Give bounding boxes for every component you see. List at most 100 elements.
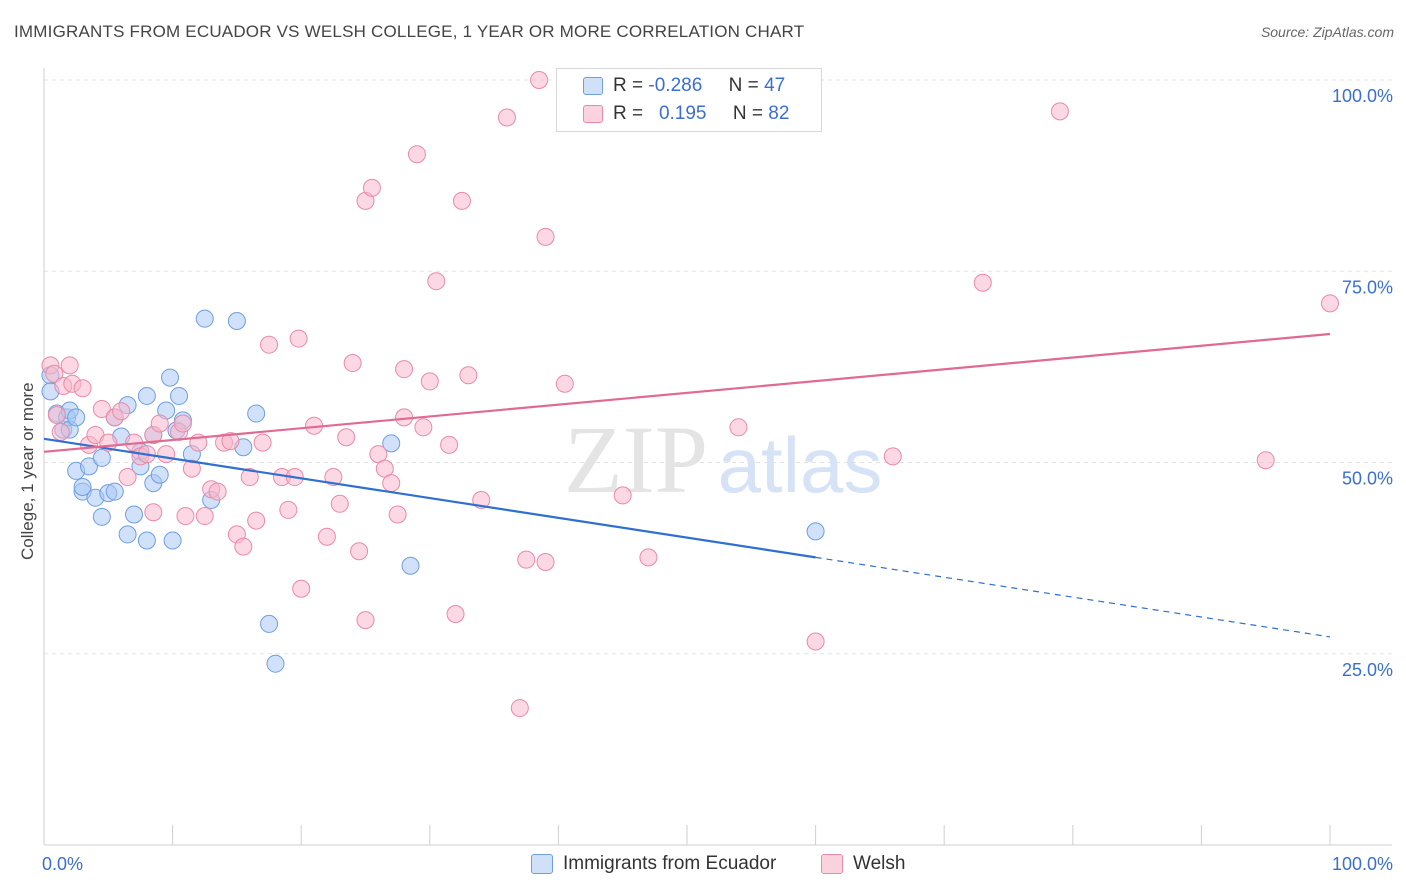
point-welsh-39	[279, 500, 298, 519]
point-welsh-20	[150, 414, 169, 433]
point-welsh-46	[330, 494, 349, 513]
point-welsh-64	[446, 604, 465, 623]
point-welsh-47	[337, 428, 356, 447]
y-tick-label-100: 100.0%	[1332, 86, 1393, 106]
point-welsh-80	[883, 447, 902, 466]
point-welsh-51	[356, 611, 375, 630]
point-welsh-44	[317, 527, 336, 546]
point-welsh-24	[176, 507, 195, 526]
y-axis-label: College, 1 year or more	[18, 382, 37, 560]
point-welsh-42	[292, 579, 311, 598]
point-welsh-1	[45, 364, 64, 383]
point-ecuador-41	[260, 614, 279, 633]
point-welsh-69	[510, 699, 529, 718]
point-ecuador-25	[137, 386, 156, 405]
point-welsh-72	[536, 227, 555, 246]
point-welsh-5	[60, 356, 79, 375]
source-label: Source: ZipAtlas.com	[1260, 24, 1394, 40]
point-welsh-56	[388, 505, 407, 524]
point-ecuador-31	[163, 531, 182, 550]
stats-swatch-ecuador	[583, 77, 603, 95]
point-welsh-63	[440, 435, 459, 454]
x-tick-label-0: 0.0%	[42, 854, 83, 874]
stats-n-label: N =	[732, 103, 764, 124]
point-ecuador-30	[161, 368, 180, 387]
stats-text-welsh: R = 0.195 N = 82	[613, 103, 789, 125]
point-welsh-27	[195, 507, 214, 526]
point-welsh-19	[144, 503, 163, 522]
point-welsh-60	[414, 418, 433, 437]
stats-r-value-welsh: 0.195	[658, 103, 707, 124]
data-points	[41, 71, 1339, 718]
point-welsh-84	[1321, 294, 1339, 313]
y-tick-label-75: 75.0%	[1342, 277, 1393, 297]
point-ecuador-40	[247, 404, 266, 423]
point-welsh-48	[343, 354, 362, 373]
point-welsh-21	[157, 445, 176, 464]
point-ecuador-14	[92, 507, 111, 526]
point-welsh-37	[260, 335, 279, 354]
point-welsh-7	[73, 379, 92, 398]
point-welsh-25	[182, 459, 201, 478]
legend-label-welsh: Welsh	[853, 853, 906, 874]
point-ecuador-43	[382, 434, 401, 453]
point-welsh-61	[420, 372, 439, 391]
point-welsh-29	[208, 482, 227, 501]
point-ecuador-45	[806, 522, 825, 541]
stats-r-label: R =	[613, 75, 644, 96]
point-welsh-81	[973, 273, 992, 292]
point-ecuador-7	[67, 408, 86, 427]
stats-r-value-ecuador: -0.286	[648, 75, 703, 96]
stats-swatch-welsh	[583, 105, 603, 123]
point-welsh-55	[382, 474, 401, 493]
point-welsh-36	[253, 433, 272, 452]
stats-box: R = -0.286 N = 47 R = 0.195 N = 82	[556, 68, 822, 132]
point-welsh-73	[536, 552, 555, 571]
point-welsh-33	[234, 537, 253, 556]
stats-n-value-ecuador: 47	[764, 75, 786, 96]
point-ecuador-28	[150, 465, 169, 484]
point-welsh-74	[555, 374, 574, 393]
point-ecuador-44	[401, 556, 420, 575]
point-ecuador-19	[118, 525, 137, 544]
point-ecuador-16	[105, 482, 124, 501]
legend: Immigrants from Ecuador Welsh	[0, 852, 1406, 878]
point-welsh-49	[350, 542, 369, 561]
point-welsh-10	[92, 399, 111, 418]
point-welsh-79	[806, 632, 825, 651]
point-ecuador-38	[227, 311, 246, 330]
stats-r-label: R =	[613, 103, 644, 124]
point-welsh-2	[47, 406, 66, 425]
x-tick-label-100: 100.0%	[1332, 854, 1393, 874]
point-welsh-3	[51, 422, 70, 441]
point-welsh-66	[459, 366, 478, 385]
stats-n-value-welsh: 82	[768, 103, 790, 124]
point-ecuador-36	[195, 309, 214, 328]
watermark: ZIP atlas	[564, 406, 882, 513]
watermark-atlas: atlas	[718, 421, 883, 509]
point-ecuador-21	[125, 505, 144, 524]
trend-line-welsh	[43, 332, 1331, 453]
stats-text-ecuador: R = -0.286 N = 47	[613, 75, 785, 97]
point-welsh-45	[324, 468, 343, 487]
point-welsh-71	[530, 71, 549, 89]
y-tick-label-25: 25.0%	[1342, 660, 1393, 680]
point-ecuador-13	[92, 448, 111, 467]
point-ecuador-11	[80, 457, 99, 476]
trend-lines	[43, 332, 1331, 638]
point-ecuador-42	[266, 654, 285, 673]
point-welsh-34	[240, 468, 259, 487]
point-welsh-77	[639, 548, 658, 567]
trend-line-ecuador-extrapolated	[815, 556, 1331, 638]
point-welsh-13	[112, 402, 131, 421]
trend-line-ecuador	[43, 437, 816, 559]
tick-labels: 25.0% 50.0% 75.0% 100.0% 0.0% 100.0%	[42, 86, 1393, 874]
point-welsh-52	[362, 178, 381, 197]
point-welsh-65	[452, 191, 471, 210]
point-welsh-70	[517, 550, 536, 569]
point-welsh-23	[173, 414, 192, 433]
point-welsh-35	[247, 511, 266, 530]
chart-title: IMMIGRANTS FROM ECUADOR VS WELSH COLLEGE…	[14, 22, 805, 41]
point-welsh-58	[395, 360, 414, 379]
